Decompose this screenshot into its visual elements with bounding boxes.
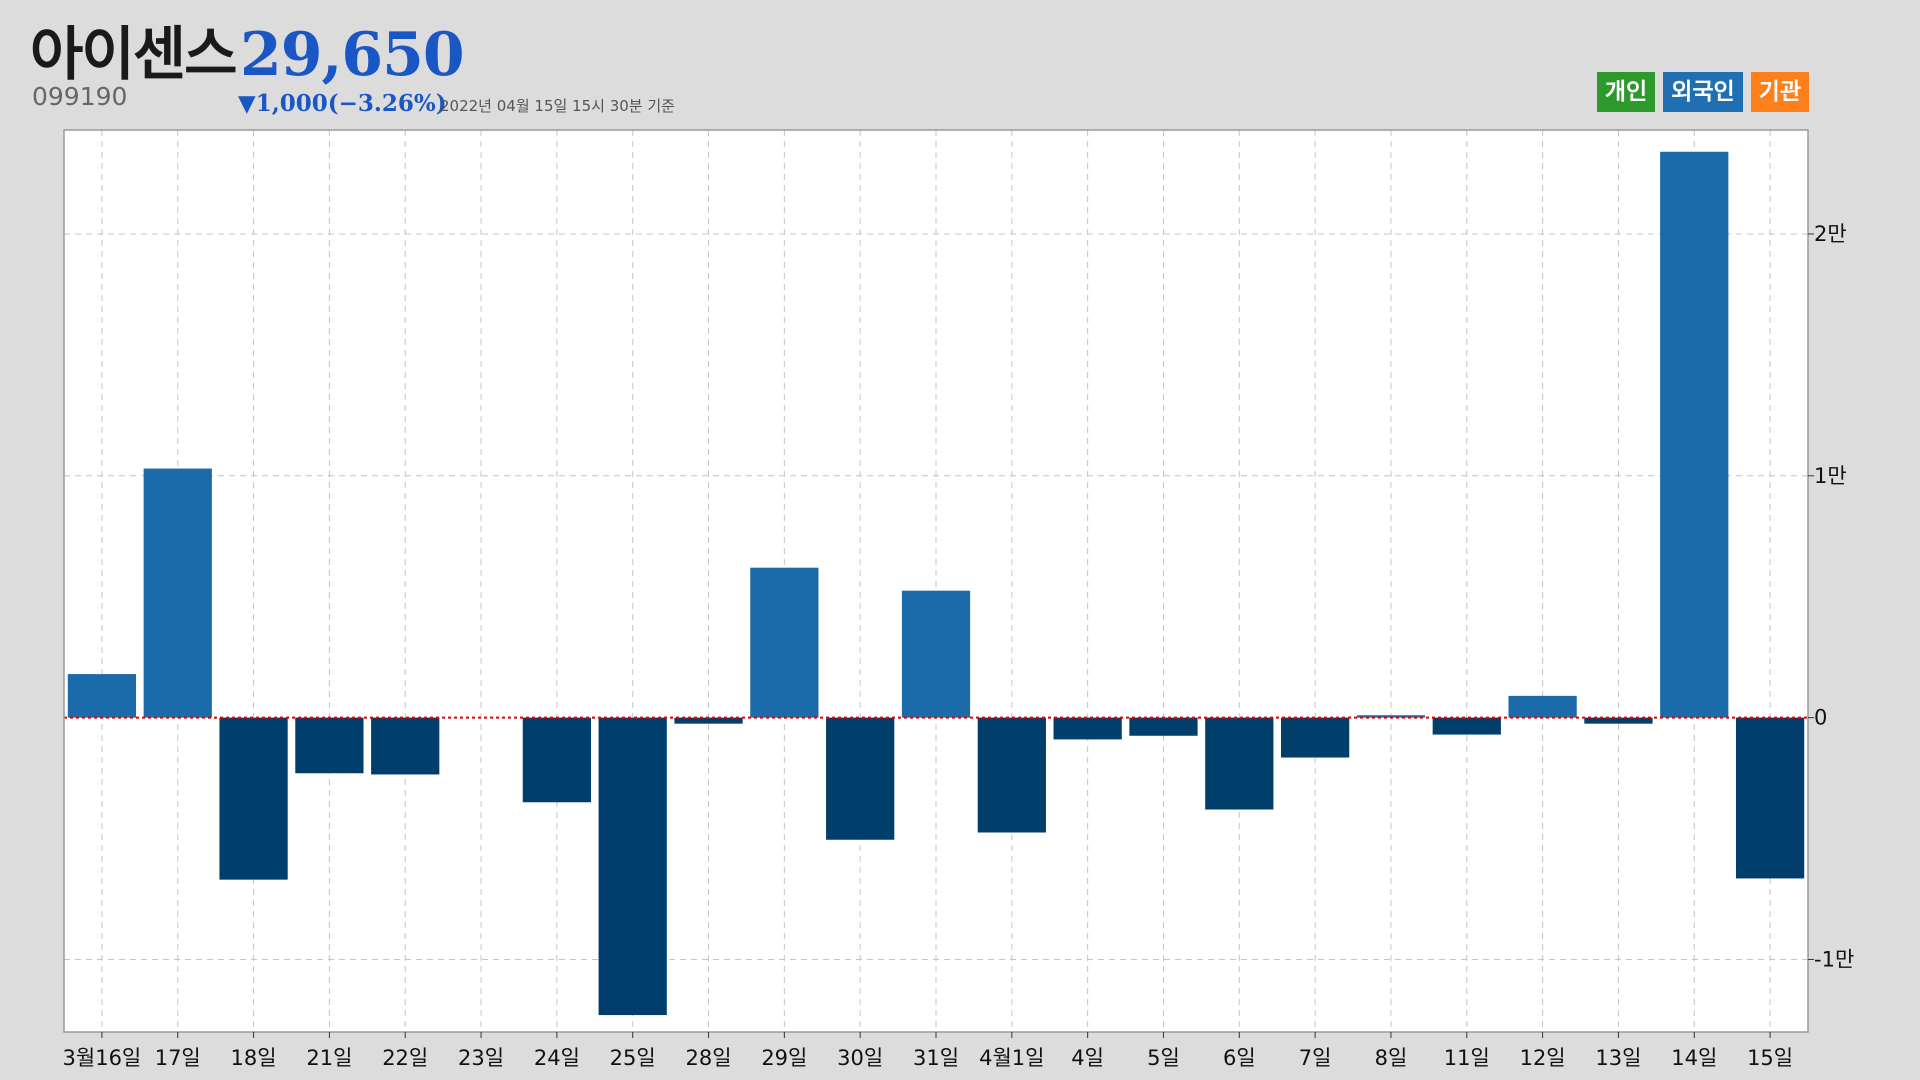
x-tick-label: 23일 (458, 1046, 504, 1070)
y-tick-label: 2만 (1814, 222, 1847, 246)
x-tick-label: 4월1일 (979, 1046, 1044, 1070)
bar-16 (1281, 717, 1350, 758)
bar-8 (674, 717, 743, 724)
x-tick-label: 14일 (1671, 1046, 1717, 1070)
timestamp: 2022년 04월 15일 15시 30분 기준 (440, 97, 675, 115)
bar-3 (295, 717, 364, 774)
x-tick-label: 8일 (1375, 1046, 1408, 1070)
bar-18 (1432, 717, 1501, 735)
x-tick-label: 12일 (1520, 1046, 1566, 1070)
x-tick-label: 13일 (1595, 1046, 1641, 1070)
x-tick-label: 6일 (1223, 1046, 1256, 1070)
x-tick-label: 21일 (306, 1046, 352, 1070)
x-tick-label: 30일 (837, 1046, 883, 1070)
y-tick-label: 0 (1814, 706, 1827, 730)
stock-code: 099190 (32, 82, 128, 111)
x-tick-label: 29일 (761, 1046, 807, 1070)
x-tick-label: 15일 (1747, 1046, 1793, 1070)
current-price: 29,650 (240, 20, 465, 90)
x-tick-label: 5일 (1147, 1046, 1180, 1070)
x-tick-label: 4일 (1071, 1046, 1104, 1070)
bar-20 (1584, 717, 1653, 724)
x-tick-label: 31일 (913, 1046, 959, 1070)
bar-21 (1660, 151, 1729, 718)
legend-institution[interactable]: 기관 (1750, 72, 1809, 112)
bar-14 (1129, 717, 1198, 736)
x-tick-label: 3월16일 (63, 1046, 142, 1070)
bar-13 (1053, 717, 1122, 740)
bar-19 (1508, 695, 1577, 718)
bar-4 (371, 717, 440, 775)
bar-15 (1205, 717, 1274, 810)
bar-10 (826, 717, 895, 840)
x-tick-label: 24일 (534, 1046, 580, 1070)
x-tick-label: 7일 (1299, 1046, 1332, 1070)
x-tick-label: 11일 (1444, 1046, 1490, 1070)
bar-0 (67, 674, 137, 718)
bar-12 (977, 717, 1046, 833)
legend-foreign[interactable]: 외국인 (1663, 72, 1743, 112)
bar-7 (598, 717, 667, 1016)
bar-9 (750, 567, 819, 718)
x-tick-label: 28일 (685, 1046, 731, 1070)
x-tick-label: 25일 (610, 1046, 656, 1070)
bar-11 (901, 590, 971, 718)
bar-22 (1735, 717, 1805, 879)
legend: 개인 외국인 기관 (1596, 72, 1809, 112)
x-tick-label: 18일 (231, 1046, 277, 1070)
bar-17 (1356, 715, 1426, 718)
x-tick-label: 22일 (382, 1046, 428, 1070)
x-tick-label: 17일 (155, 1046, 201, 1070)
legend-personal[interactable]: 개인 (1596, 72, 1656, 112)
bar-6 (522, 717, 591, 803)
price-change: ▼1,000(−3.26%) (238, 90, 447, 117)
y-tick-label: -1만 (1814, 947, 1854, 971)
y-tick-label: 1만 (1814, 464, 1847, 488)
bar-2 (219, 717, 288, 880)
stock-name: 아이센스 (30, 20, 237, 88)
chart-header: 아이센스 099190 29,650 ▼1,000(−3.26%) 2022년 … (0, 0, 1920, 130)
bar-1 (143, 468, 212, 718)
